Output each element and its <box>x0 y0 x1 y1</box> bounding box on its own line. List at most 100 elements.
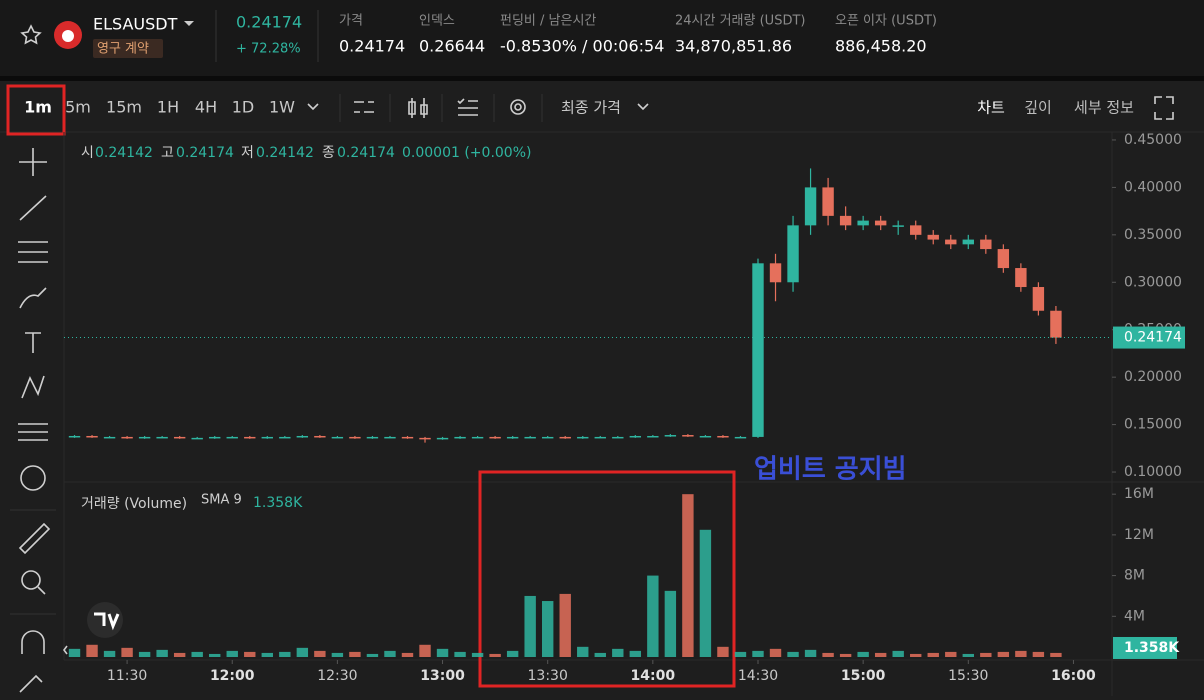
y-tick-label: 0.10000 <box>1124 464 1182 480</box>
interval[interactable]: 1H <box>157 98 179 117</box>
separator <box>0 76 1204 81</box>
brush-tool[interactable] <box>19 287 47 309</box>
candle-body <box>752 263 764 437</box>
settings-icon[interactable] <box>510 99 526 115</box>
view-tab[interactable]: 세부 정보 <box>1074 99 1134 117</box>
volume-bar <box>647 575 659 657</box>
volume-bar <box>559 593 571 657</box>
candle-body <box>787 225 799 283</box>
x-tick-label: 15:00 <box>841 668 886 684</box>
candle-body <box>664 435 677 437</box>
volume-bar <box>612 648 624 657</box>
price-mode[interactable]: 최종 가격 <box>561 99 621 117</box>
sma-legend: SMA 9 <box>201 493 242 508</box>
y-tick-label: 0.20000 <box>1124 369 1182 385</box>
view-tab[interactable]: 차트 <box>977 99 1005 117</box>
tag-bg <box>93 39 163 58</box>
candle-type-icon[interactable] <box>408 98 428 118</box>
price-mode-dropdown[interactable] <box>637 103 649 111</box>
symbol-dropdown[interactable] <box>184 21 194 26</box>
volume-bar <box>1032 651 1045 657</box>
drawing-tools <box>18 148 51 693</box>
volume-bar <box>401 652 414 657</box>
candle-body <box>419 437 431 440</box>
volume-bar <box>664 590 677 657</box>
ohlc-legend: 저 <box>241 145 254 161</box>
last-price-box <box>1113 326 1185 349</box>
crosshair-tool[interactable] <box>19 148 47 176</box>
view-tab[interactable]: 깊이 <box>1024 99 1052 117</box>
volume-bar <box>366 653 379 657</box>
highlight-box <box>6 84 66 136</box>
volume-bar <box>454 651 466 657</box>
scroll-left[interactable] <box>63 645 68 655</box>
favorite-star[interactable] <box>20 24 42 45</box>
stat-label: 가격 <box>339 14 363 29</box>
volume-bar <box>279 651 291 657</box>
interval-dropdown[interactable] <box>307 103 319 111</box>
candle-body <box>594 436 606 439</box>
volume-bar <box>839 653 852 657</box>
zoom-tool[interactable] <box>21 570 41 590</box>
volume-bar <box>874 652 887 657</box>
volume-bar <box>506 650 519 657</box>
ohlc-legend: 0.24142 <box>256 145 314 161</box>
last-price-label: 0.24174 <box>1124 330 1182 346</box>
candle-body <box>997 249 1010 269</box>
fib-tool[interactable] <box>18 241 48 263</box>
x-tick-label: 14:00 <box>631 668 676 684</box>
x-tick-label: 12:30 <box>317 668 357 684</box>
interval[interactable]: 15m <box>106 98 142 117</box>
x-tick-label: 12:00 <box>210 668 255 684</box>
interval[interactable]: 1m <box>24 98 52 117</box>
candle-body <box>892 225 904 227</box>
contract-tag: 영구 계약 <box>97 42 149 57</box>
lock-tool[interactable] <box>19 674 43 693</box>
volume-bar <box>86 644 98 657</box>
indicator-icon[interactable] <box>354 101 374 113</box>
ruler-tool[interactable] <box>18 522 51 555</box>
interval[interactable]: 4H <box>195 98 217 117</box>
ohlc-legend: 종 <box>322 145 335 161</box>
emoji-tool[interactable] <box>20 465 46 491</box>
symbol[interactable]: ELSAUSDT <box>93 15 178 34</box>
x-tick-label: 11:30 <box>107 668 147 684</box>
fullscreen-icon[interactable] <box>1154 96 1174 120</box>
pattern-tool[interactable] <box>21 375 45 399</box>
y2-tick-label: 4M <box>1124 608 1145 624</box>
interval[interactable]: 5m <box>65 98 91 117</box>
measure-tool[interactable] <box>18 423 48 441</box>
line-tool[interactable] <box>19 195 47 221</box>
volume-bar <box>524 595 536 657</box>
candle-body <box>454 436 466 439</box>
interval[interactable]: 1W <box>269 98 295 117</box>
candle-body <box>559 436 571 439</box>
text-tool[interactable] <box>25 332 41 353</box>
candle-body <box>734 436 747 439</box>
candle-body <box>699 435 712 438</box>
candle-body <box>857 220 869 226</box>
magnet-tool[interactable] <box>21 630 45 654</box>
ohlc-legend: 고 <box>161 145 174 161</box>
candle-body <box>524 436 536 439</box>
template-icon[interactable] <box>457 98 478 116</box>
candle-body <box>366 436 379 439</box>
interval[interactable]: 1D <box>232 98 255 117</box>
volume-bar <box>173 652 186 657</box>
candle-body <box>927 234 939 240</box>
x-tick-label: 14:30 <box>738 668 778 684</box>
candle-body <box>261 436 273 439</box>
candle-body <box>331 436 344 439</box>
candle-body <box>804 187 817 226</box>
volume-bar <box>699 529 712 657</box>
volume-bar <box>892 650 904 657</box>
stat-label: 인덱스 <box>419 14 455 29</box>
volume-bar <box>962 653 974 657</box>
volume-bar <box>1050 652 1062 657</box>
volume-bar <box>734 651 747 657</box>
candle-body <box>1015 268 1027 288</box>
candle-body <box>1050 310 1062 338</box>
stat-value: -0.8530% / 00:06:54 <box>500 37 664 56</box>
